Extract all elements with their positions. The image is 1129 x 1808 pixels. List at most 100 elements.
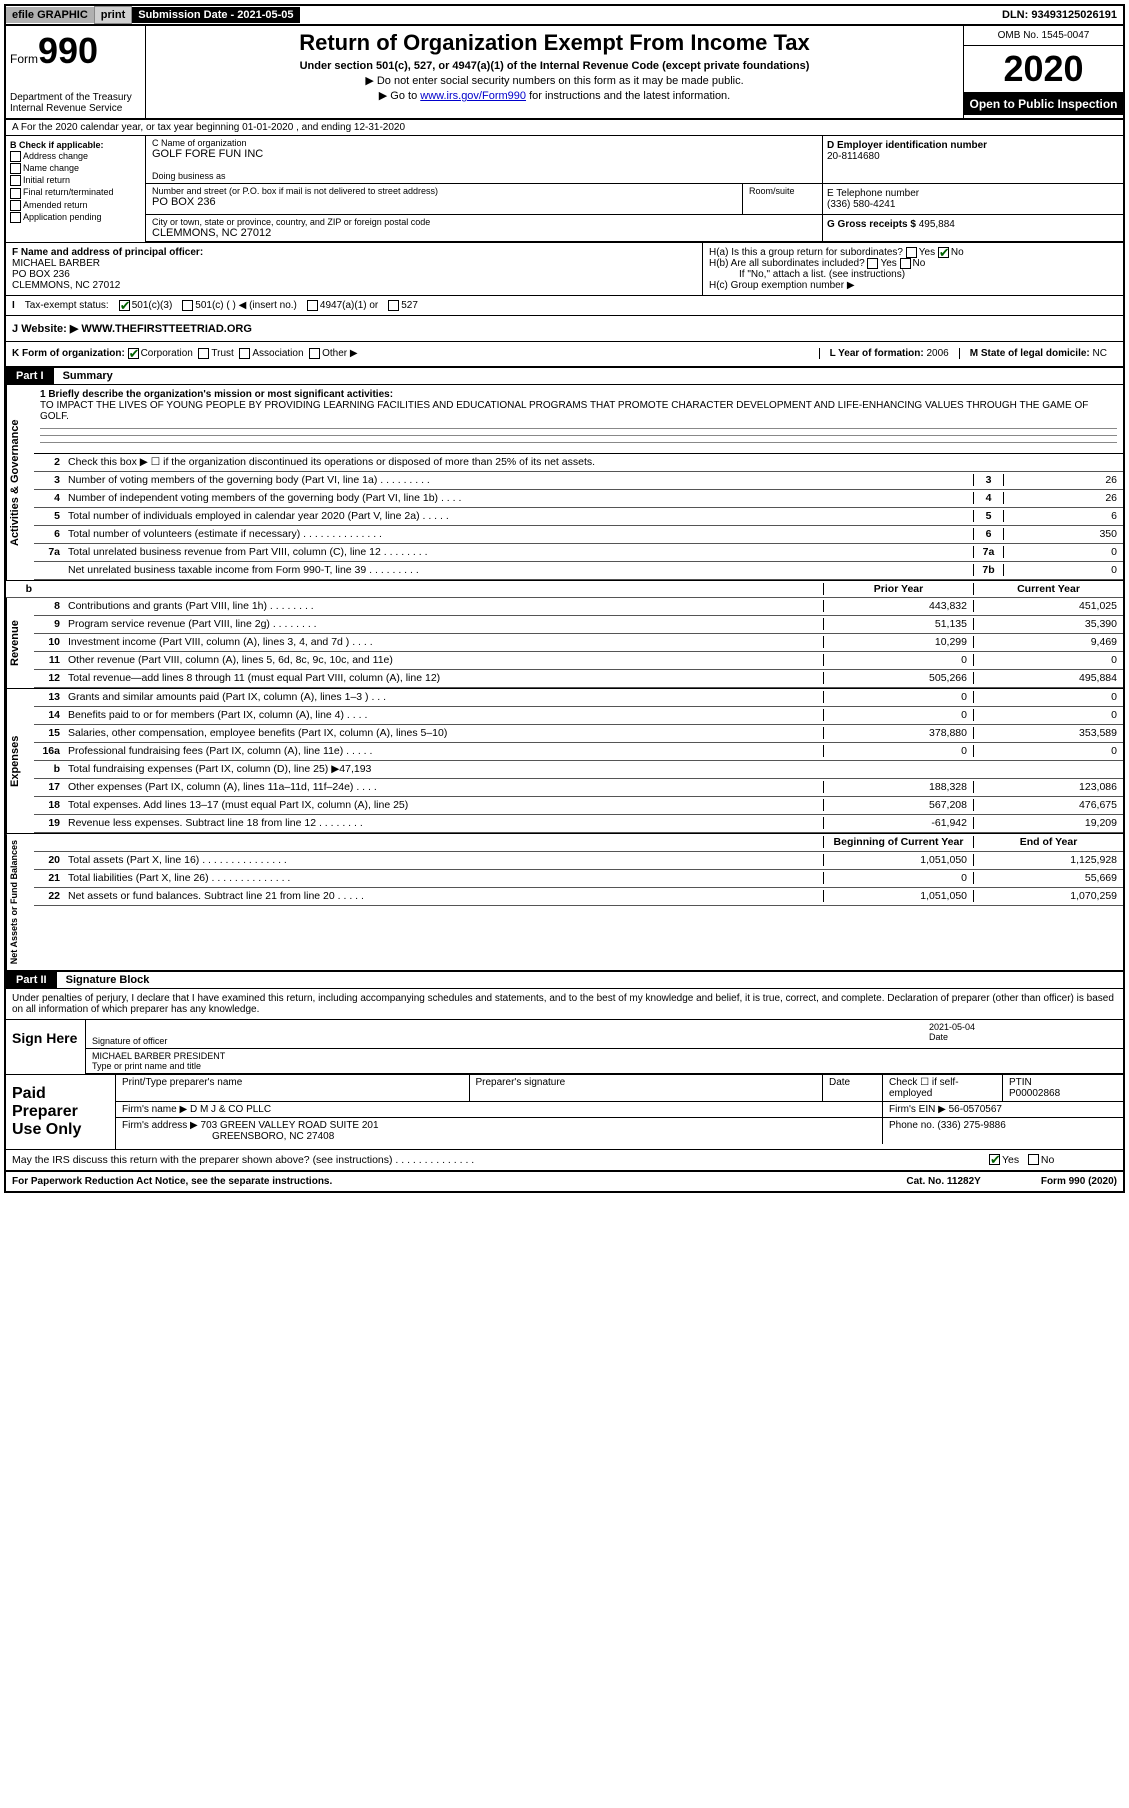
expenses-section: Expenses 13Grants and similar amounts pa… bbox=[6, 688, 1123, 833]
firm-addr: Firm's address ▶ 703 GREEN VALLEY ROAD S… bbox=[116, 1118, 883, 1144]
cb-amended[interactable]: Amended return bbox=[10, 200, 141, 211]
data-row: 11Other revenue (Part VIII, column (A), … bbox=[34, 652, 1123, 670]
part-ii-header: Part II Signature Block bbox=[6, 970, 1123, 989]
sig-date: 2021-05-04 Date bbox=[923, 1020, 1123, 1049]
header-right: OMB No. 1545-0047 2020 Open to Public In… bbox=[963, 26, 1123, 118]
mission-block: 1 Briefly describe the organization's mi… bbox=[34, 385, 1123, 454]
cb-address[interactable]: Address change bbox=[10, 151, 141, 162]
sign-here-label: Sign Here bbox=[6, 1020, 86, 1074]
na-header: Beginning of Current Year End of Year bbox=[34, 834, 1123, 852]
data-row: 19Revenue less expenses. Subtract line 1… bbox=[34, 815, 1123, 833]
section-b-to-g: B Check if applicable: Address change Na… bbox=[6, 136, 1123, 243]
note-link: ▶ Go to www.irs.gov/Form990 for instruct… bbox=[150, 89, 959, 102]
form-subtitle: Under section 501(c), 527, or 4947(a)(1)… bbox=[150, 60, 959, 72]
h-b-note: If "No," attach a list. (see instruction… bbox=[709, 269, 1117, 280]
q2: 2Check this box ▶ ☐ if the organization … bbox=[34, 454, 1123, 472]
state-domicile: M State of legal domicile: NC bbox=[959, 348, 1117, 359]
form-990-page: efile GRAPHIC print Submission Date - 20… bbox=[4, 4, 1125, 1193]
room-cell: Room/suite bbox=[743, 184, 823, 214]
form-header: Form 990 Department of the Treasury Inte… bbox=[6, 26, 1123, 120]
ein-cell: D Employer identification number 20-8114… bbox=[823, 136, 1123, 183]
data-row: 8Contributions and grants (Part VIII, li… bbox=[34, 598, 1123, 616]
ag-row: 5Total number of individuals employed in… bbox=[34, 508, 1123, 526]
tax-status-row: I Tax-exempt status: 501(c)(3) 501(c) ( … bbox=[6, 296, 1123, 316]
sign-here-row: Sign Here Signature of officer 2021-05-0… bbox=[6, 1020, 1123, 1075]
activities-governance: Activities & Governance 1 Briefly descri… bbox=[6, 385, 1123, 580]
revenue-section: Revenue 8Contributions and grants (Part … bbox=[6, 598, 1123, 688]
col-c-to-g: C Name of organization GOLF FORE FUN INC… bbox=[146, 136, 1123, 242]
tax-year: 2020 bbox=[964, 46, 1123, 93]
rev-header: b Prior Year Current Year bbox=[6, 580, 1123, 598]
inspection-label: Open to Public Inspection bbox=[964, 93, 1123, 115]
cb-527[interactable]: 527 bbox=[388, 300, 418, 311]
cb-4947[interactable]: 4947(a)(1) or bbox=[307, 300, 378, 311]
side-rev: Revenue bbox=[6, 598, 34, 688]
col-b-title: B Check if applicable: bbox=[10, 140, 141, 150]
form-number: 990 bbox=[38, 30, 98, 72]
discuss-row: May the IRS discuss this return with the… bbox=[6, 1150, 1123, 1172]
net-assets-section: Net Assets or Fund Balances Beginning of… bbox=[6, 833, 1123, 970]
section-f-h: F Name and address of principal officer:… bbox=[6, 243, 1123, 296]
data-row: 17Other expenses (Part IX, column (A), l… bbox=[34, 779, 1123, 797]
dept-label: Department of the Treasury bbox=[10, 92, 141, 103]
cb-initial[interactable]: Initial return bbox=[10, 175, 141, 186]
ag-row: 3Number of voting members of the governi… bbox=[34, 472, 1123, 490]
cb-501c3[interactable]: 501(c)(3) bbox=[119, 300, 173, 311]
cb-name[interactable]: Name change bbox=[10, 163, 141, 174]
cat-no: Cat. No. 11282Y bbox=[906, 1176, 980, 1187]
website-url: WWW.THEFIRSTTEETRIAD.ORG bbox=[81, 323, 251, 335]
h-section: H(a) Is this a group return for subordin… bbox=[703, 243, 1123, 295]
data-row: 10Investment income (Part VIII, column (… bbox=[34, 634, 1123, 652]
data-row: 21Total liabilities (Part X, line 26) . … bbox=[34, 870, 1123, 888]
prep-selfemp: Check ☐ if self-employed bbox=[883, 1075, 1003, 1102]
firm-ein: Firm's EIN ▶ 56-0570567 bbox=[883, 1102, 1123, 1118]
ag-row: 4Number of independent voting members of… bbox=[34, 490, 1123, 508]
part-i-header: Part I Summary bbox=[6, 368, 1123, 385]
sig-officer: Signature of officer bbox=[86, 1020, 923, 1049]
line-a: A For the 2020 calendar year, or tax yea… bbox=[6, 120, 1123, 136]
firm-phone: Phone no. (336) 275-9886 bbox=[883, 1118, 1123, 1144]
prep-date-hdr: Date bbox=[823, 1075, 883, 1102]
cb-final[interactable]: Final return/terminated bbox=[10, 187, 141, 198]
cb-corp[interactable]: Corporation bbox=[128, 348, 193, 359]
discuss-answer: Yes No bbox=[983, 1154, 1123, 1166]
cb-assoc[interactable]: Association bbox=[239, 348, 303, 359]
submission-date: Submission Date - 2021-05-05 bbox=[132, 7, 299, 23]
gross-cell: G Gross receipts $ 495,884 bbox=[823, 215, 1123, 241]
phone-cell: E Telephone number (336) 580-4241 bbox=[823, 184, 1123, 214]
header-mid: Return of Organization Exempt From Incom… bbox=[146, 26, 963, 118]
form-word: Form bbox=[10, 52, 38, 66]
prep-sig-hdr: Preparer's signature bbox=[470, 1075, 824, 1102]
col-b: B Check if applicable: Address change Na… bbox=[6, 136, 146, 242]
preparer-label: Paid Preparer Use Only bbox=[6, 1075, 116, 1149]
data-row: 9Program service revenue (Part VIII, lin… bbox=[34, 616, 1123, 634]
pra-notice: For Paperwork Reduction Act Notice, see … bbox=[12, 1176, 332, 1187]
side-ag: Activities & Governance bbox=[6, 385, 34, 580]
h-c: H(c) Group exemption number ▶ bbox=[709, 280, 1117, 291]
firm-name: Firm's name ▶ D M J & CO PLLC bbox=[116, 1102, 883, 1118]
cb-other[interactable]: Other ▶ bbox=[309, 348, 357, 359]
irs-link[interactable]: www.irs.gov/Form990 bbox=[420, 90, 526, 102]
ag-row: 7aTotal unrelated business revenue from … bbox=[34, 544, 1123, 562]
form-ref: Form 990 (2020) bbox=[1041, 1176, 1117, 1187]
page-footer: For Paperwork Reduction Act Notice, see … bbox=[6, 1172, 1123, 1191]
service-label: Internal Revenue Service bbox=[10, 103, 141, 114]
city-cell: City or town, state or province, country… bbox=[146, 215, 823, 241]
cb-trust[interactable]: Trust bbox=[198, 348, 233, 359]
prep-ptin: PTINP00002868 bbox=[1003, 1075, 1123, 1102]
data-row: 16aProfessional fundraising fees (Part I… bbox=[34, 743, 1123, 761]
year-formation: L Year of formation: 2006 bbox=[819, 348, 959, 359]
officer-cell: F Name and address of principal officer:… bbox=[6, 243, 703, 295]
note-ssn: ▶ Do not enter social security numbers o… bbox=[150, 74, 959, 87]
cb-pending[interactable]: Application pending bbox=[10, 212, 141, 223]
omb-number: OMB No. 1545-0047 bbox=[964, 26, 1123, 46]
header-left: Form 990 Department of the Treasury Inte… bbox=[6, 26, 146, 118]
data-row: 20Total assets (Part X, line 16) . . . .… bbox=[34, 852, 1123, 870]
cb-501c[interactable]: 501(c) ( ) ◀ (insert no.) bbox=[182, 300, 297, 311]
dln-label: DLN: 93493125026191 bbox=[996, 7, 1123, 23]
side-exp: Expenses bbox=[6, 689, 34, 833]
print-button[interactable]: print bbox=[94, 6, 132, 24]
prep-name-hdr: Print/Type preparer's name bbox=[116, 1075, 470, 1102]
form-title: Return of Organization Exempt From Incom… bbox=[150, 30, 959, 56]
sig-name: MICHAEL BARBER PRESIDENT Type or print n… bbox=[86, 1049, 1123, 1074]
